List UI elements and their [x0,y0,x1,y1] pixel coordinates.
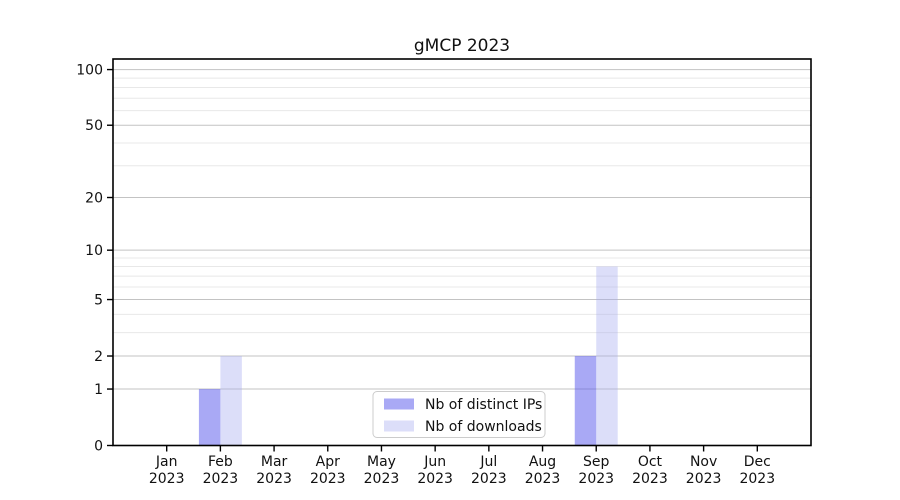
legend-swatch-nb-of-distinct-ips [384,398,414,410]
x-tick-label-jul: Jul [479,454,497,470]
x-tick-year-mar: 2023 [256,471,292,487]
x-tick-label-nov: Nov [690,454,717,470]
bar-nb-of-downloads-feb [220,356,242,446]
legend-label-nb-of-distinct-ips: Nb of distinct IPs [425,397,542,413]
axis-labels-group: 0125102050100Jan2023Feb2023Mar2023Apr202… [76,63,775,487]
y-tick-label-20: 20 [85,191,103,207]
bars-group [198,266,618,446]
x-tick-year-sep: 2023 [578,471,614,487]
x-tick-year-apr: 2023 [310,471,346,487]
x-tick-year-jun: 2023 [417,471,453,487]
gridlines-major [113,69,811,390]
gridlines-minor [113,77,811,334]
legend: Nb of distinct IPs Nb of downloads [372,391,546,438]
chart-title: gMCP 2023 [414,36,510,56]
axes-group [107,58,812,452]
y-tick-label-0: 0 [94,439,103,455]
x-tick-label-oct: Oct [638,454,663,470]
bar-nb-of-downloads-sep [596,266,618,446]
x-tick-label-sep: Sep [583,454,610,470]
y-tick-label-50: 50 [85,118,103,134]
x-tick-year-feb: 2023 [203,471,239,487]
y-tick-label-2: 2 [94,349,103,365]
y-tick-label-5: 5 [94,293,103,309]
x-tick-year-jul: 2023 [471,471,507,487]
plot-border [112,58,812,447]
x-tick-label-mar: Mar [261,454,288,470]
x-tick-year-may: 2023 [364,471,400,487]
x-tick-label-dec: Dec [744,454,771,470]
x-tick-label-may: May [367,454,396,470]
bar-nb-of-distinct-ips-sep [574,356,597,446]
bar-nb-of-distinct-ips-feb [198,389,221,446]
x-tick-year-nov: 2023 [686,471,722,487]
x-tick-year-jan: 2023 [149,471,185,487]
x-tick-label-jan: Jan [155,454,178,470]
x-tick-label-apr: Apr [316,454,340,470]
y-tick-label-10: 10 [85,243,103,259]
x-tick-year-dec: 2023 [739,471,775,487]
legend-label-nb-of-downloads: Nb of downloads [425,419,542,435]
y-tick-label-1: 1 [94,382,103,398]
x-tick-label-jun: Jun [423,454,446,470]
legend-box [372,391,546,438]
x-tick-year-aug: 2023 [525,471,561,487]
x-tick-year-oct: 2023 [632,471,668,487]
x-tick-label-feb: Feb [208,454,233,470]
legend-swatch-nb-of-downloads [384,420,414,432]
x-tick-label-aug: Aug [529,454,556,470]
y-tick-label-100: 100 [76,63,103,79]
